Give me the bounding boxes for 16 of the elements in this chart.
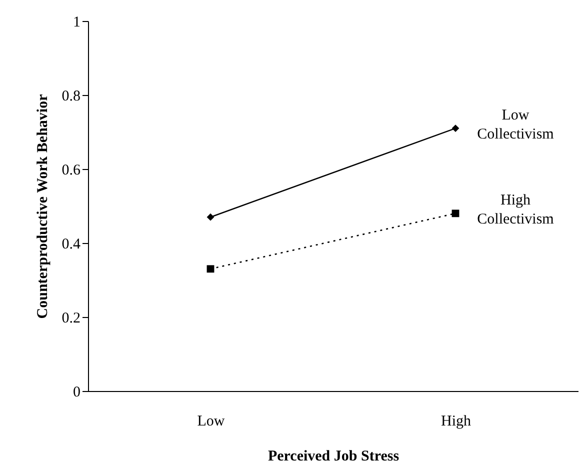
point (452, 210, 460, 218)
point (206, 265, 214, 273)
y-tick-label: 0.8 (62, 88, 80, 104)
y-axis-title: Counterproductive Work Behavior (34, 94, 51, 319)
y-tick-label: 0.2 (62, 310, 80, 326)
x-tick-label: High (441, 414, 472, 430)
point (452, 124, 460, 132)
y-tick-label: 0.6 (62, 162, 81, 178)
series-label: High Collectivism (477, 192, 554, 228)
y-tick-label: 0 (73, 384, 80, 400)
series-label: Low Collectivism (477, 107, 554, 142)
y-tick-label: 1 (73, 14, 80, 30)
x-tick-label: Low (197, 414, 225, 430)
y-tick-label: 0.4 (62, 236, 81, 252)
point (206, 213, 214, 221)
x-axis-title: Perceived Job Stress (268, 448, 400, 464)
